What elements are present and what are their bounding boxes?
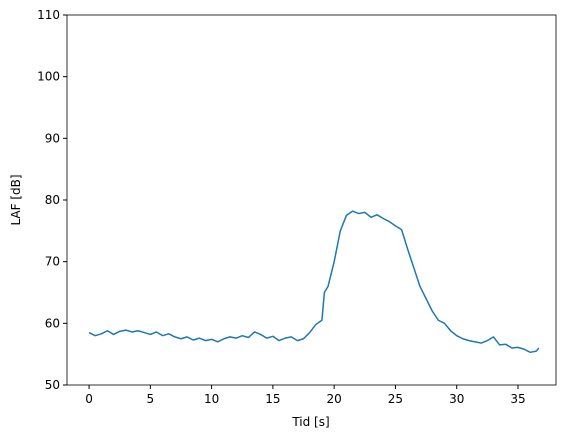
x-tick-label: 25 — [388, 392, 403, 406]
y-tick-label: 50 — [45, 378, 60, 392]
x-tick-label: 20 — [327, 392, 342, 406]
y-tick-label: 60 — [45, 316, 60, 330]
x-tick-label: 35 — [510, 392, 525, 406]
y-axis-label: LAF [dB] — [9, 174, 23, 225]
x-tick-label: 30 — [449, 392, 464, 406]
y-tick-label: 80 — [45, 193, 60, 207]
x-tick-label: 15 — [265, 392, 280, 406]
x-tick-label: 10 — [204, 392, 219, 406]
y-tick-label: 70 — [45, 255, 60, 269]
x-tick-label: 5 — [147, 392, 155, 406]
line-series — [88, 210, 540, 354]
y-tick-label: 90 — [45, 131, 60, 145]
plot-frame — [66, 14, 557, 386]
y-tick-label: 100 — [37, 70, 60, 84]
x-tick-label: 0 — [85, 392, 93, 406]
x-axis-label: Tid [s] — [291, 415, 329, 429]
y-tick-label: 110 — [37, 8, 60, 22]
